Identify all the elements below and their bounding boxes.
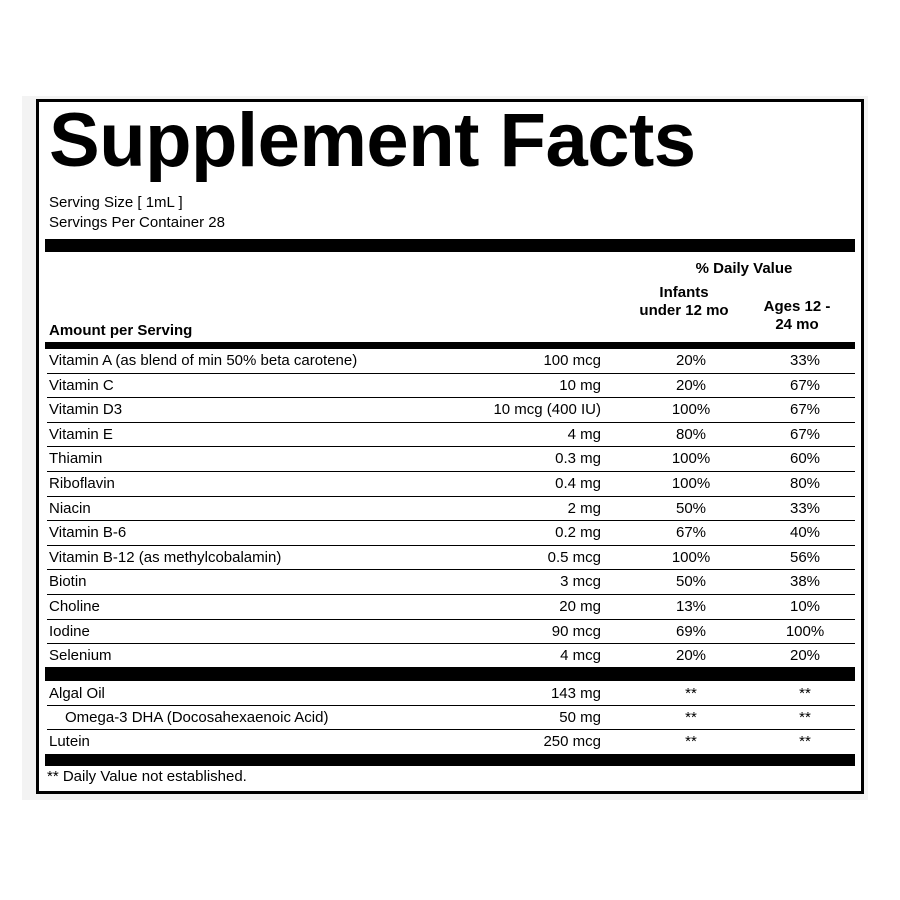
table-row: Omega-3 DHA (Docosahexaenoic Acid) 50 mg *… bbox=[47, 706, 855, 730]
thick-divider-bottom bbox=[45, 754, 855, 766]
nutrient-name: Biotin bbox=[49, 573, 87, 591]
daily-value-ages: 33% bbox=[789, 352, 821, 369]
table-row: Vitamin B-6 0.2 mg 67% 40% bbox=[47, 521, 855, 546]
daily-value-infants: 100% bbox=[671, 450, 711, 468]
nutrient-name: Vitamin C bbox=[49, 376, 114, 394]
daily-value-infants: 100% bbox=[671, 548, 711, 566]
amount-per-serving: 0.2 mg bbox=[555, 524, 601, 542]
daily-value-ages: 67% bbox=[789, 425, 821, 443]
amount-per-serving: 143 mg bbox=[550, 685, 601, 702]
table-row: Lutein 250 mcg ** ** bbox=[47, 730, 855, 753]
table-row: Vitamin D3 10 mcg (400 IU) 100% 67% bbox=[47, 398, 855, 423]
table-row: Choline 20 mg 13% 10% bbox=[47, 595, 855, 620]
amount-per-serving: 250 mcg bbox=[543, 733, 601, 750]
daily-value-ages: 20% bbox=[789, 647, 821, 665]
daily-value-infants: 50% bbox=[675, 499, 707, 517]
daily-value-ages: ** bbox=[799, 709, 811, 726]
daily-value-heading: % Daily Value bbox=[695, 260, 793, 277]
amount-per-serving: 3 mcg bbox=[560, 573, 601, 591]
medium-divider bbox=[45, 342, 855, 349]
daily-value-infants: 20% bbox=[675, 647, 707, 665]
daily-value-infants: ** bbox=[685, 685, 697, 702]
nutrient-name: Vitamin D3 bbox=[49, 401, 123, 419]
table-row: Vitamin A (as blend of min 50% beta caro… bbox=[47, 349, 855, 374]
daily-value-infants: 50% bbox=[675, 573, 707, 591]
daily-value-infants: ** bbox=[685, 733, 697, 750]
daily-value-ages: 38% bbox=[789, 573, 821, 591]
daily-value-infants: 100% bbox=[671, 475, 711, 492]
nutrient-name: Thiamin bbox=[49, 450, 103, 468]
daily-value-infants: 20% bbox=[675, 376, 707, 394]
thick-divider-middle bbox=[45, 667, 855, 681]
daily-value-infants: 67% bbox=[675, 524, 707, 542]
footnote: ** Daily Value not established. bbox=[47, 768, 247, 785]
nutrient-name: Selenium bbox=[49, 647, 112, 665]
amount-per-serving: 2 mg bbox=[567, 499, 601, 517]
table-row: Riboflavin 0.4 mg 100% 80% bbox=[47, 472, 855, 497]
nutrient-name: Vitamin B-6 bbox=[49, 524, 127, 542]
daily-value-infants: 100% bbox=[671, 401, 711, 419]
column-header-infants: Infants under 12 mo bbox=[639, 284, 729, 319]
amount-per-serving: 4 mg bbox=[567, 425, 601, 443]
daily-value-ages: 10% bbox=[789, 598, 821, 615]
amount-per-serving-heading: Amount per Serving bbox=[49, 322, 193, 339]
thick-divider-top bbox=[45, 239, 855, 252]
daily-value-infants: ** bbox=[685, 709, 697, 726]
amount-per-serving: 0.4 mg bbox=[555, 475, 601, 492]
table-row: Algal Oil 143 mg ** ** bbox=[47, 682, 855, 706]
page-title: Supplement Facts bbox=[49, 98, 696, 183]
table-row: Vitamin C 10 mg 20% 67% bbox=[47, 374, 855, 399]
amount-per-serving: 100 mcg bbox=[543, 352, 601, 369]
nutrient-name: Riboflavin bbox=[49, 475, 115, 492]
daily-value-infants: 80% bbox=[675, 425, 707, 443]
daily-value-ages: 56% bbox=[789, 548, 821, 566]
nutrient-name: Vitamin B-12 (as methylcobalamin) bbox=[49, 548, 282, 566]
daily-value-ages: 80% bbox=[789, 475, 821, 492]
nutrient-name: Vitamin E bbox=[49, 425, 113, 443]
column-header-ages: Ages 12 - 24 mo bbox=[763, 298, 831, 333]
table-row: Niacin 2 mg 50% 33% bbox=[47, 497, 855, 522]
amount-per-serving: 0.3 mg bbox=[555, 450, 601, 468]
daily-value-ages: ** bbox=[799, 685, 811, 702]
table-row: Vitamin E 4 mg 80% 67% bbox=[47, 423, 855, 448]
daily-value-infants: 20% bbox=[675, 352, 707, 369]
nutrient-name: Omega-3 DHA (Docosahexaenoic Acid) bbox=[65, 709, 329, 726]
supplement-facts-panel: Supplement Facts Serving Size [ 1mL ] Se… bbox=[36, 98, 864, 794]
daily-value-ages: 33% bbox=[789, 499, 821, 517]
amount-per-serving: 20 mg bbox=[559, 598, 601, 615]
nutrient-name: Lutein bbox=[49, 733, 90, 750]
daily-value-ages: 40% bbox=[789, 524, 821, 542]
daily-value-infants: 69% bbox=[675, 622, 707, 640]
daily-value-ages: 60% bbox=[789, 450, 821, 468]
amount-per-serving: 10 mcg (400 IU) bbox=[493, 401, 601, 419]
nutrient-name: Choline bbox=[49, 598, 100, 615]
table-row: Biotin 3 mcg 50% 38% bbox=[47, 570, 855, 595]
table-row: Vitamin B-12 (as methylcobalamin) 0.5 mcg… bbox=[47, 546, 855, 571]
servings-per-container: Servings Per Container 28 bbox=[49, 214, 225, 231]
amount-per-serving: 50 mg bbox=[559, 709, 601, 726]
table-row: Thiamin 0.3 mg 100% 60% bbox=[47, 447, 855, 472]
nutrient-name: Niacin bbox=[49, 499, 91, 517]
nutrient-name: Algal Oil bbox=[49, 685, 105, 702]
amount-per-serving: 10 mg bbox=[559, 376, 601, 394]
amount-per-serving: 0.5 mcg bbox=[547, 548, 601, 566]
daily-value-ages: ** bbox=[799, 733, 811, 750]
serving-size: Serving Size [ 1mL ] bbox=[49, 194, 183, 211]
daily-value-ages: 67% bbox=[789, 376, 821, 394]
amount-per-serving: 90 mcg bbox=[551, 622, 601, 640]
table-row: Iodine 90 mcg 69% 100% bbox=[47, 620, 855, 645]
nutrient-name: Vitamin A (as blend of min 50% beta caro… bbox=[49, 352, 358, 369]
daily-value-ages: 67% bbox=[789, 401, 821, 419]
nutrient-name: Iodine bbox=[49, 622, 90, 640]
daily-value-infants: 13% bbox=[675, 598, 707, 615]
amount-per-serving: 4 mcg bbox=[560, 647, 601, 665]
table-row: Selenium 4 mcg 20% 20% bbox=[47, 644, 855, 669]
daily-value-ages: 100% bbox=[785, 622, 825, 640]
